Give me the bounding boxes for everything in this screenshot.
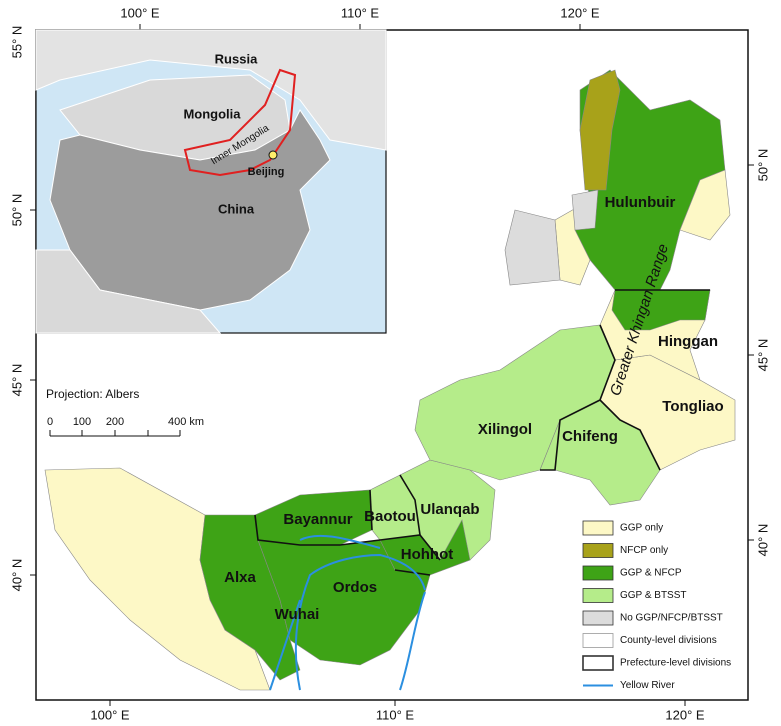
region-label: Tongliao — [662, 398, 723, 415]
graticule-label: 110° E — [376, 707, 415, 722]
legend-swatch — [582, 655, 614, 671]
projection: Projection: Albers — [46, 387, 139, 401]
graticule-label: 40° N — [755, 524, 770, 557]
region-label: Ordos — [333, 579, 377, 596]
inset-label: Beijing — [248, 166, 285, 178]
hulunbuir-none — [504, 209, 561, 286]
legend-label: NFCP only — [620, 545, 668, 556]
legend-label: GGP & NFCP — [620, 568, 682, 579]
region-labels: Hulunbuir Hinggan Tongliao Chifeng Xilin… — [224, 194, 724, 623]
graticule-label: 100° E — [90, 707, 130, 722]
inset-label: Mongolia — [183, 106, 241, 121]
region-label: Chifeng — [562, 428, 618, 445]
inset-label: China — [218, 201, 255, 216]
region-label: Hulunbuir — [605, 194, 676, 211]
legend: GGP only NFCP only GGP & NFCP GGP & BTSST No… — [582, 520, 731, 691]
graticule-label: 50° N — [9, 194, 24, 227]
legend-swatch — [582, 633, 614, 648]
region-label: Wuhai — [275, 606, 320, 623]
scale-label: 400 km — [168, 416, 204, 428]
graticule-label: 120° E — [665, 707, 705, 722]
graticule-ticks — [30, 24, 754, 706]
hulunbuir-none-2 — [571, 189, 599, 231]
graticule-label: 40° N — [9, 559, 24, 592]
legend-swatch — [582, 588, 614, 603]
region-label: Hohhot — [401, 546, 453, 563]
hulunbuir-nfcp — [579, 69, 621, 191]
legend-swatch — [582, 565, 614, 581]
prefecture-borders — [254, 289, 710, 576]
scale-label: 100 — [73, 416, 91, 428]
region-label: Xilingol — [478, 421, 532, 438]
legend-swatch — [582, 520, 614, 536]
legend-label: No GGP/NFCP/BTSST — [620, 613, 723, 624]
graticule-labels: 100° E 110° E 120° E 100° E 110° E 120° … — [9, 5, 770, 722]
inset: Russia Mongolia Inner Mongolia Beijing C… — [35, 29, 387, 334]
region-label: Alxa — [224, 569, 256, 586]
legend-swatch — [582, 543, 614, 558]
scale-label: 200 — [106, 416, 124, 428]
legend-swatch — [582, 610, 614, 626]
graticule-label: 120° E — [560, 5, 600, 20]
graticule-label: 45° N — [755, 339, 770, 372]
legend-label: County-level divisions — [620, 635, 717, 646]
scale-bar — [49, 430, 181, 437]
region-label: Baotou — [364, 508, 416, 525]
region-label: Ulanqab — [420, 501, 479, 518]
legend-label: GGP & BTSST — [620, 590, 687, 601]
region-label: Hinggan — [658, 333, 718, 350]
yellow-river — [269, 534, 426, 691]
scale-label: 0 — [47, 416, 53, 428]
legend-label: Yellow River — [620, 680, 675, 691]
legend-label: Prefecture-level divisions — [620, 658, 731, 669]
legend-label: GGP only — [620, 523, 663, 534]
regions — [44, 69, 736, 691]
graticule-label: 110° E — [341, 5, 380, 20]
graticule-label: 45° N — [9, 364, 24, 397]
graticule-label: 100° E — [120, 5, 160, 20]
region-label: Bayannur — [283, 511, 352, 528]
graticule-label: 55° N — [9, 26, 24, 59]
inset-label: Russia — [215, 51, 258, 66]
hulunbuir-east — [679, 169, 731, 241]
graticule-label: 50° N — [755, 149, 770, 182]
